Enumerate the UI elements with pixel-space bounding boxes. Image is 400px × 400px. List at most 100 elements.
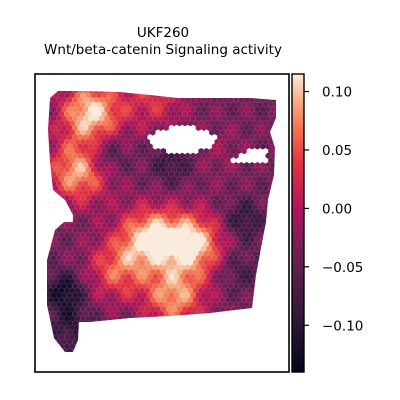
spot-hexagon <box>211 106 218 113</box>
spot-hexagon <box>53 110 59 117</box>
spot-hexagon <box>101 157 108 164</box>
spot-hexagon <box>244 199 250 206</box>
spot-hexagon <box>225 110 231 117</box>
spot-hexagon <box>211 338 218 345</box>
spot-hexagon <box>133 213 140 220</box>
spot-hexagon <box>69 241 75 248</box>
spot-hexagon <box>211 329 218 336</box>
spot-hexagon <box>142 180 148 187</box>
spot-hexagon <box>168 115 175 122</box>
spot-hexagon <box>262 250 269 257</box>
spot-hexagon <box>56 245 62 252</box>
spot-hexagon <box>120 320 126 327</box>
spot-hexagon <box>184 338 191 345</box>
spot-hexagon <box>246 343 253 350</box>
spot-hexagon <box>66 124 73 131</box>
spot-hexagon <box>47 217 51 224</box>
spot-hexagon <box>50 320 57 327</box>
spot-hexagon <box>171 185 177 192</box>
spot-hexagon <box>204 83 209 89</box>
spot-hexagon <box>72 106 78 113</box>
spot-hexagon <box>193 120 199 127</box>
spot-hexagon <box>198 203 204 210</box>
plot-frame <box>34 73 290 373</box>
spot-hexagon <box>198 287 204 294</box>
spot-hexagon <box>69 129 75 136</box>
spot-hexagon <box>265 236 271 243</box>
spot-hexagon <box>96 343 102 350</box>
spot-hexagon <box>174 347 180 352</box>
spot-hexagon <box>209 148 215 155</box>
spot-hexagon <box>222 143 228 150</box>
spot-hexagon <box>176 250 183 257</box>
spot-hexagon <box>139 259 145 266</box>
spot-hexagon <box>56 273 62 280</box>
spot-hexagon <box>117 241 124 248</box>
spot-hexagon <box>171 120 177 127</box>
spot-hexagon <box>276 348 281 354</box>
spot-hexagon <box>203 324 210 331</box>
spot-hexagon <box>131 282 137 290</box>
spot-hexagon <box>80 231 86 238</box>
spot-hexagon <box>265 310 271 317</box>
spot-hexagon <box>195 301 202 308</box>
spot-hexagon <box>230 138 236 145</box>
spot-hexagon <box>99 292 105 299</box>
spot-hexagon <box>198 334 204 341</box>
spot-hexagon <box>249 245 255 252</box>
spot-hexagon <box>190 301 196 308</box>
spot-hexagon <box>260 282 266 290</box>
spot-hexagon <box>104 227 110 234</box>
spot-hexagon <box>282 190 287 196</box>
spot-hexagon <box>69 101 75 108</box>
spot-hexagon <box>233 171 239 178</box>
spot-hexagon <box>209 343 215 350</box>
spot-hexagon <box>193 231 199 238</box>
spot-hexagon <box>104 301 110 308</box>
spot-hexagon <box>69 250 75 257</box>
spot-hexagon <box>101 194 108 201</box>
spot-hexagon <box>93 292 100 299</box>
spot-hexagon <box>249 115 255 122</box>
spot-hexagon <box>179 96 185 104</box>
spot-hexagon <box>150 287 156 294</box>
spot-hexagon <box>131 347 137 352</box>
spot-hexagon <box>198 185 204 192</box>
spot-hexagon <box>265 143 271 150</box>
spot-hexagon <box>61 245 67 252</box>
spot-hexagon <box>40 115 45 121</box>
spot-hexagon <box>268 92 274 99</box>
spot-hexagon <box>211 91 218 94</box>
spot-hexagon <box>206 338 212 345</box>
spot-hexagon <box>50 254 57 262</box>
spot-hexagon <box>198 315 204 322</box>
spot-hexagon <box>214 268 220 276</box>
spot-hexagon <box>80 250 86 257</box>
spot-hexagon <box>171 306 177 313</box>
spot-hexagon <box>91 241 97 248</box>
spot-hexagon <box>152 152 159 159</box>
spot-hexagon <box>204 353 209 359</box>
spot-hexagon <box>203 278 210 285</box>
spot-hexagon <box>88 245 94 252</box>
spot-hexagon <box>233 189 239 197</box>
spot-hexagon <box>77 227 83 234</box>
spot-hexagon <box>249 338 255 345</box>
spot-hexagon <box>40 227 45 233</box>
spot-hexagon <box>190 171 196 178</box>
spot-hexagon <box>174 301 180 308</box>
spot-hexagon <box>168 91 175 94</box>
spot-hexagon <box>117 101 124 108</box>
spot-hexagon <box>117 203 124 210</box>
spot-hexagon <box>273 203 276 210</box>
spot-hexagon <box>184 161 191 169</box>
spot-hexagon <box>201 338 207 345</box>
spot-hexagon <box>150 166 156 173</box>
spot-hexagon <box>214 203 220 210</box>
spot-hexagon <box>133 129 140 136</box>
spot-hexagon <box>69 110 75 117</box>
spot-hexagon <box>40 292 45 298</box>
spot-hexagon <box>58 148 65 155</box>
spot-hexagon <box>66 329 73 336</box>
spot-hexagon <box>282 153 287 159</box>
